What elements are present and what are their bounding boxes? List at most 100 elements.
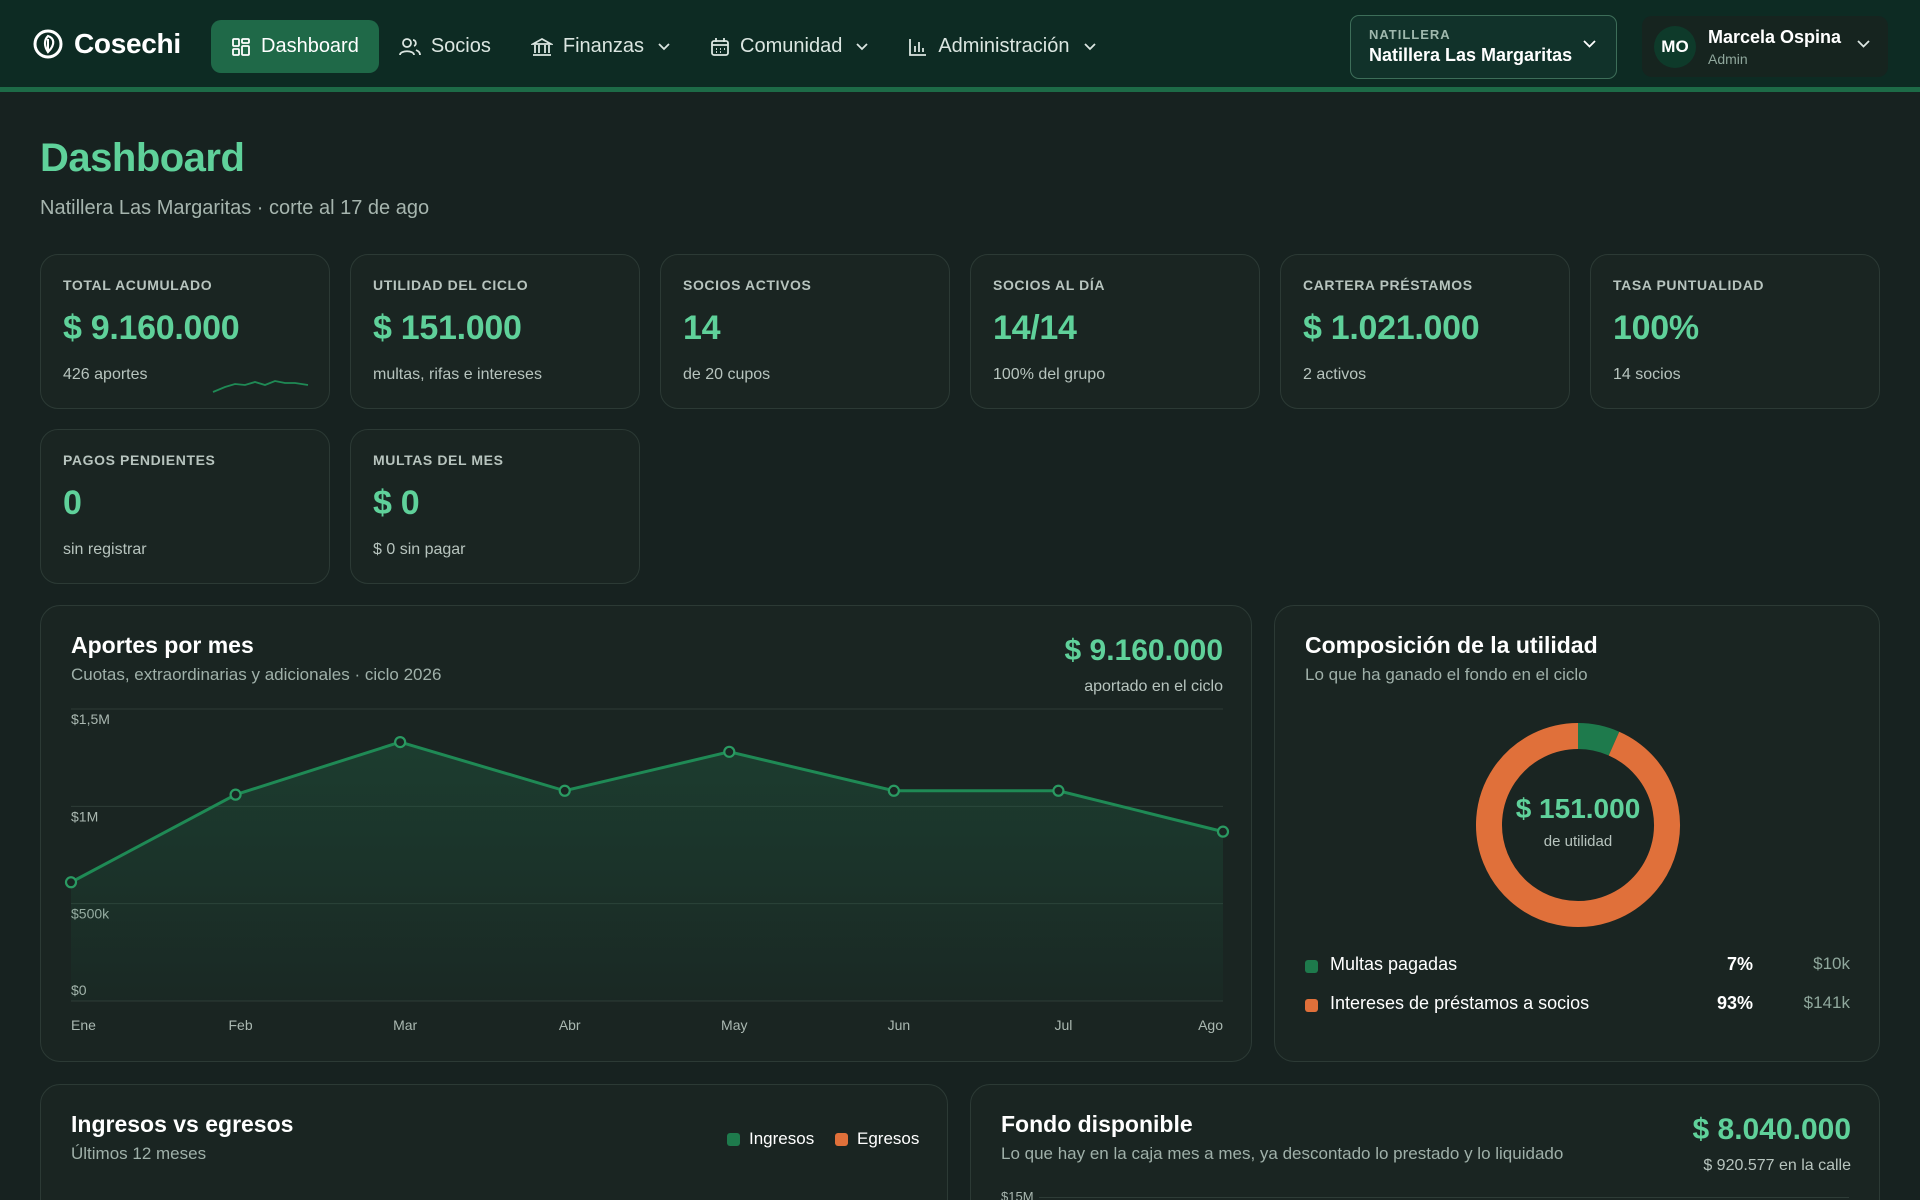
fondo-total-label: $ 920.577 en la calle	[1703, 1157, 1851, 1174]
data-point[interactable]	[887, 784, 900, 797]
panel-title: Aportes por mes	[71, 632, 254, 658]
data-point[interactable]	[394, 735, 407, 749]
kpi-card-total-acumulado[interactable]: TOTAL ACUMULADO $ 9.160.000 426 aportes	[40, 254, 330, 409]
nav-socios-label: Socios	[430, 35, 491, 57]
legend-percent: 93%	[1716, 993, 1753, 1013]
sparkline	[212, 380, 309, 393]
kpi-value: $ 1.021.000	[1303, 309, 1480, 347]
kpi-label: TASA PUNTUALIDAD	[1613, 277, 1765, 293]
series-area	[71, 742, 1223, 1001]
chevron-down-icon	[856, 42, 868, 50]
kpi-sublabel: $ 0 sin pagar	[373, 541, 466, 558]
kpi-sublabel: 426 aportes	[63, 366, 148, 383]
bank-icon	[530, 37, 553, 56]
nav-administracion-label: Administración	[938, 35, 1070, 57]
x-tick-label: Jul	[1054, 1017, 1072, 1033]
kpi-label: SOCIOS ACTIVOS	[683, 277, 812, 293]
legend-name: Multas pagadas	[1330, 954, 1458, 974]
legend-item-intereses: Intereses de préstamos a socios 93% $141…	[1305, 993, 1850, 1017]
organization-selector[interactable]: NATILLERA Natillera Las Margaritas	[1350, 15, 1617, 79]
kpi-card-socios-activos[interactable]: SOCIOS ACTIVOS 14 de 20 cupos	[660, 254, 950, 409]
gridline	[1039, 1197, 1849, 1198]
donut-slice[interactable]	[1476, 723, 1680, 927]
data-point[interactable]	[1052, 784, 1065, 797]
x-tick-label: Mar	[393, 1017, 417, 1033]
nav-finanzas-label: Finanzas	[562, 35, 645, 57]
kpi-sublabel: 100% del grupo	[993, 366, 1106, 383]
kpi-value: 14/14	[993, 309, 1077, 347]
kpi-card-tasa-puntualidad[interactable]: TASA PUNTUALIDAD 100% 14 socios	[1590, 254, 1880, 409]
nav-comunidad-label: Comunidad	[740, 35, 843, 57]
page-title: Dashboard	[40, 136, 245, 180]
aportes-total: $ 9.160.000	[1064, 634, 1223, 667]
aportes-total-label: aportado en el ciclo	[1084, 678, 1223, 695]
kpi-label: SOCIOS AL DÍA	[993, 277, 1106, 293]
panel-subtitle: Lo que ha ganado el fondo en el ciclo	[1305, 665, 1588, 684]
leaf-logo-icon	[33, 29, 63, 59]
data-point[interactable]	[229, 788, 242, 801]
fondo-total: $ 8.040.000	[1692, 1113, 1851, 1146]
kpi-card-multas-mes[interactable]: MULTAS DEL MES $ 0 $ 0 sin pagar	[350, 429, 640, 584]
panel-subtitle: Últimos 12 meses	[71, 1144, 207, 1163]
panel-title: Ingresos vs egresos	[71, 1111, 294, 1137]
top-navbar: Cosechi Dashboard Socios Finanzas	[0, 0, 1920, 92]
kpi-label: TOTAL ACUMULADO	[63, 277, 213, 293]
chevron-down-icon	[1083, 42, 1096, 50]
kpi-label: MULTAS DEL MES	[373, 452, 504, 468]
axis-tick-label: $15M	[1001, 1189, 1034, 1200]
legend-amount: $10k	[1813, 954, 1850, 973]
kpi-value: $ 9.160.000	[63, 309, 240, 347]
legend-egresos: Egresos	[835, 1129, 919, 1149]
panel-subtitle: Cuotas, extraordinarias y adicionales · …	[71, 665, 442, 684]
legend-item-multas: Multas pagadas 7% $10k	[1305, 954, 1850, 978]
chevron-down-icon	[658, 42, 670, 50]
legend-ingresos: Ingresos	[727, 1129, 814, 1149]
donut-center-value: $ 151.000	[1516, 793, 1641, 824]
nav-finanzas[interactable]: Finanzas	[511, 20, 690, 73]
grid-icon	[232, 37, 250, 56]
legend-swatch	[835, 1132, 848, 1146]
nav-administracion[interactable]: Administración	[888, 20, 1115, 73]
x-tick-label: Jun	[888, 1017, 911, 1033]
kpi-sublabel: sin registrar	[63, 541, 147, 558]
series-line	[70, 740, 1224, 884]
panel-title: Fondo disponible	[1001, 1111, 1193, 1137]
data-point[interactable]	[558, 784, 571, 797]
main-nav: Dashboard Socios Finanzas Comunidad	[211, 20, 1116, 73]
data-point[interactable]	[1216, 825, 1230, 838]
legend-swatch	[727, 1132, 740, 1146]
legend-percent: 7%	[1726, 954, 1753, 974]
ingresos-egresos-panel: Ingresos vs egresos Últimos 12 meses Ing…	[40, 1084, 948, 1200]
kpi-sublabel: multas, rifas e intereses	[373, 366, 542, 383]
avatar: MO	[1654, 26, 1696, 68]
kpi-label: CARTERA PRÉSTAMOS	[1303, 277, 1473, 293]
calendar-icon	[711, 37, 729, 56]
nav-socios[interactable]: Socios	[379, 20, 511, 73]
user-name: Marcela Ospina	[1708, 27, 1842, 47]
kpi-card-utilidad-ciclo[interactable]: UTILIDAD DEL CICLO $ 151.000 multas, rif…	[350, 254, 640, 409]
y-tick-label: $1,5M	[71, 711, 110, 727]
kpi-card-pagos-pendientes[interactable]: PAGOS PENDIENTES 0 sin registrar	[40, 429, 330, 584]
donut-slice[interactable]	[1577, 723, 1620, 756]
page-subtitle: Natillera Las Margaritas · corte al 17 d…	[40, 197, 430, 219]
bar-chart-icon	[909, 38, 927, 56]
nav-dashboard-label: Dashboard	[261, 35, 359, 57]
data-point[interactable]	[64, 876, 78, 889]
nav-dashboard[interactable]: Dashboard	[211, 20, 379, 73]
kpi-card-cartera-prestamos[interactable]: CARTERA PRÉSTAMOS $ 1.021.000 2 activos	[1280, 254, 1570, 409]
legend-label: Egresos	[857, 1129, 920, 1148]
kpi-sublabel: 14 socios	[1613, 366, 1681, 383]
brand-name: Cosechi	[74, 28, 181, 59]
kpi-label: UTILIDAD DEL CICLO	[373, 277, 529, 293]
y-tick-label: $1M	[71, 808, 98, 824]
legend-swatch	[1305, 960, 1318, 973]
kpi-card-socios-al-dia[interactable]: SOCIOS AL DÍA 14/14 100% del grupo	[970, 254, 1260, 409]
nav-comunidad[interactable]: Comunidad	[690, 20, 888, 73]
brand-logo[interactable]: Cosechi	[32, 28, 181, 60]
x-tick-label: Abr	[559, 1017, 581, 1033]
kpi-label: PAGOS PENDIENTES	[63, 452, 216, 468]
user-menu[interactable]: MO Marcela Ospina Admin	[1642, 16, 1888, 77]
data-point[interactable]	[723, 745, 736, 758]
x-tick-label: Ene	[71, 1017, 96, 1033]
